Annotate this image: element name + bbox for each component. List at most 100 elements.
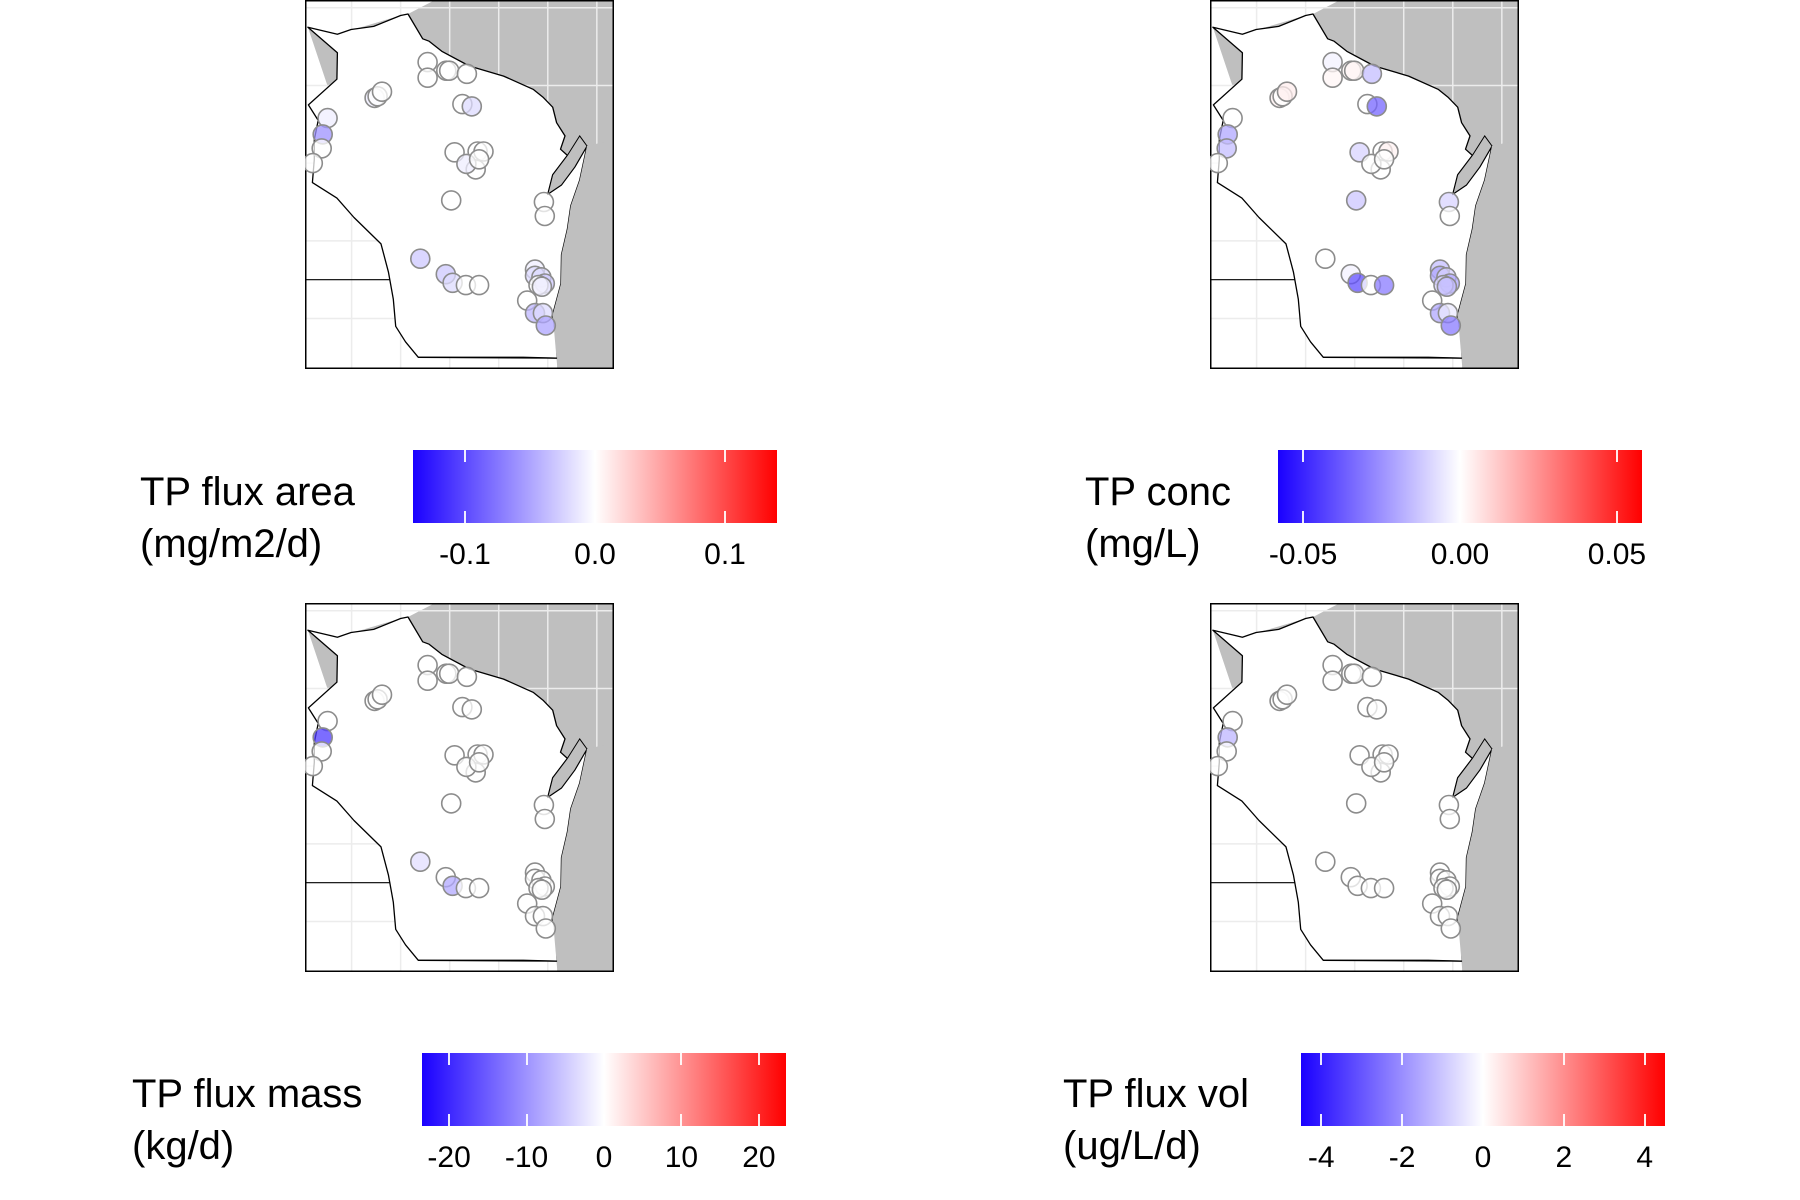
- colorbar-tick-label: 2: [1555, 1141, 1573, 1174]
- site-marker[interactable]: [1315, 851, 1336, 873]
- colorbar-tick-mark: [1562, 1114, 1565, 1126]
- colorbar-tick-mark: [757, 1114, 760, 1126]
- colorbar-tick-mark: [1643, 1053, 1646, 1065]
- il-border: [1323, 356, 1463, 359]
- site-marker[interactable]: [417, 67, 438, 88]
- site-marker[interactable]: [371, 81, 393, 102]
- colorbar-tick-label: 0: [1474, 1141, 1492, 1174]
- colorbar-tick-mark: [525, 1114, 528, 1126]
- site-marker[interactable]: [1436, 879, 1458, 901]
- site-marker[interactable]: [311, 138, 333, 159]
- il-border: [418, 356, 558, 359]
- colorbar-tick-label: 20: [742, 1141, 776, 1174]
- colorbar-tick-label: 4: [1636, 1141, 1654, 1174]
- site-marker[interactable]: [531, 879, 553, 901]
- site-marker[interactable]: [535, 918, 557, 939]
- site-marker[interactable]: [1439, 808, 1461, 830]
- colorbar-tick-mark: [448, 1114, 451, 1126]
- site-marker[interactable]: [1361, 63, 1383, 85]
- site-marker[interactable]: [440, 190, 462, 211]
- legend-title-tp-flux-mass: TP flux mass (kg/d): [132, 1068, 362, 1172]
- site-marker[interactable]: [1345, 793, 1367, 814]
- colorbar-tick-label: -0.05: [1268, 538, 1338, 571]
- site-marker[interactable]: [438, 663, 460, 684]
- site-marker[interactable]: [1216, 741, 1238, 762]
- site-marker[interactable]: [1315, 248, 1336, 270]
- map-frame: [305, 0, 614, 369]
- site-marker[interactable]: [417, 670, 438, 691]
- colorbar-tick-mark: [1482, 1114, 1484, 1126]
- site-markers: [1210, 51, 1462, 336]
- site-marker[interactable]: [468, 274, 490, 296]
- site-marker[interactable]: [410, 248, 431, 270]
- site-marker[interactable]: [1322, 67, 1343, 88]
- colorbar-tick-mark: [464, 511, 466, 523]
- site-marker[interactable]: [1343, 663, 1365, 684]
- site-marker[interactable]: [305, 755, 324, 777]
- site-marker[interactable]: [1210, 152, 1229, 174]
- site-marker[interactable]: [1276, 81, 1298, 102]
- site-marker[interactable]: [440, 793, 462, 814]
- colorbar-tick-mark: [1320, 1114, 1323, 1126]
- site-marker[interactable]: [371, 684, 393, 705]
- site-marker[interactable]: [1440, 315, 1462, 336]
- legend-title-line: TP flux area: [140, 470, 355, 514]
- colorbar-tick-label: 0.0: [574, 538, 616, 571]
- colorbar-tick-mark: [448, 1053, 451, 1065]
- il-border: [1323, 959, 1463, 962]
- colorbar-tick-label: -10: [504, 1141, 549, 1174]
- site-marker[interactable]: [1345, 190, 1367, 211]
- site-marker[interactable]: [305, 152, 324, 174]
- map-frame: [1210, 603, 1519, 972]
- site-marker[interactable]: [468, 877, 490, 899]
- site-marker[interactable]: [1276, 684, 1298, 705]
- site-marker[interactable]: [1361, 666, 1383, 688]
- colorbar-tick-label: -2: [1388, 1141, 1416, 1174]
- colorbar-tp-flux-mass: [422, 1053, 786, 1126]
- colorbar-tp-flux-vol: [1301, 1053, 1665, 1126]
- site-marker[interactable]: [1373, 274, 1395, 296]
- site-marker[interactable]: [531, 276, 553, 298]
- colorbar-ticks-tp-flux-area: -0.1 0.0 0.1: [413, 538, 777, 578]
- site-marker[interactable]: [456, 666, 478, 688]
- site-marker[interactable]: [1373, 752, 1395, 773]
- colorbar-tick-mark: [464, 450, 466, 462]
- lake-michigan: [1457, 139, 1519, 369]
- colorbar-tick-label: 0.05: [1587, 538, 1647, 571]
- site-marker[interactable]: [1436, 276, 1458, 298]
- site-marker[interactable]: [1366, 699, 1388, 720]
- legend-title-tp-flux-vol: TP flux vol (ug/L/d): [1063, 1068, 1249, 1172]
- colorbar-tick-mark: [1302, 511, 1305, 523]
- colorbar-tick-mark: [757, 1053, 760, 1065]
- legend-units-line: (mg/L): [1085, 522, 1201, 566]
- map-tp-flux-area: [305, 0, 614, 369]
- site-marker[interactable]: [461, 96, 483, 117]
- site-marker[interactable]: [461, 699, 483, 720]
- site-marker[interactable]: [1210, 755, 1229, 777]
- site-marker[interactable]: [311, 741, 333, 762]
- site-marker[interactable]: [456, 63, 478, 85]
- site-marker[interactable]: [534, 205, 556, 227]
- legend-units-line: (mg/m2/d): [140, 522, 323, 566]
- site-marker[interactable]: [1373, 149, 1395, 170]
- colorbar-ticks-tp-flux-mass: -20 -10 0 10 20: [422, 1141, 786, 1181]
- site-marker[interactable]: [410, 851, 431, 873]
- site-marker[interactable]: [468, 752, 490, 773]
- site-marker[interactable]: [535, 315, 557, 336]
- colorbar-tick-mark: [594, 511, 596, 523]
- site-marker[interactable]: [1439, 205, 1461, 227]
- site-marker[interactable]: [468, 149, 490, 170]
- site-marker[interactable]: [534, 808, 556, 830]
- neighbor-land: [1210, 603, 1463, 972]
- site-marker[interactable]: [1322, 670, 1343, 691]
- colorbar-tick-mark: [1320, 1053, 1323, 1065]
- legend-units-line: (ug/L/d): [1063, 1124, 1201, 1168]
- site-marker[interactable]: [1343, 60, 1365, 81]
- green-bay: [546, 135, 588, 196]
- site-marker[interactable]: [1216, 138, 1238, 159]
- colorbar-tick-mark: [1401, 1114, 1404, 1126]
- site-marker[interactable]: [438, 60, 460, 81]
- site-marker[interactable]: [1373, 877, 1395, 899]
- site-marker[interactable]: [1366, 96, 1388, 117]
- site-marker[interactable]: [1440, 918, 1462, 939]
